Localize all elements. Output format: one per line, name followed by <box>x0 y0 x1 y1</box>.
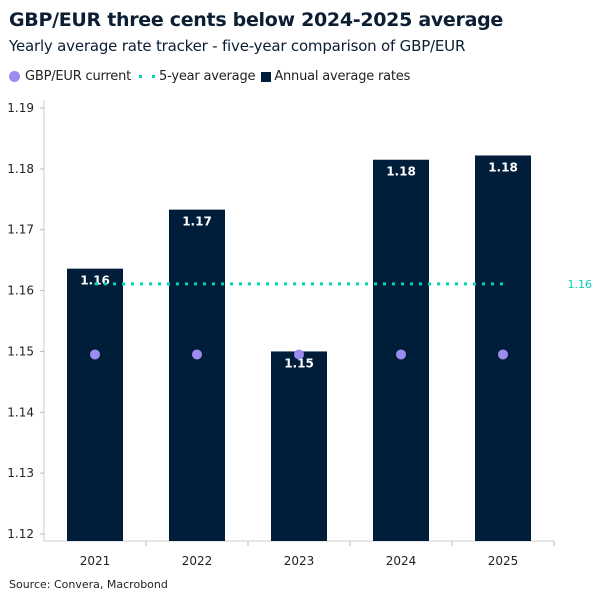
legend-label: GBP/EUR current <box>25 69 132 84</box>
current-point-2022 <box>192 349 202 360</box>
legend-item-average: 5-year average <box>135 69 256 84</box>
bar-2022 <box>169 209 225 542</box>
average-label: 1.16 <box>568 278 593 291</box>
bar-value-label: 1.18 <box>386 165 416 179</box>
x-tick-label: 2025 <box>488 554 519 568</box>
y-tick-label: 1.19 <box>7 101 34 115</box>
bar-2025 <box>475 155 531 541</box>
x-tick-label: 2023 <box>284 554 315 568</box>
current-point-2024 <box>396 349 406 360</box>
legend-item-current: GBP/EUR current <box>9 69 131 84</box>
legend-label: 5-year average <box>159 69 256 84</box>
source-note: Source: Convera, Macrobond <box>9 578 168 591</box>
legend: GBP/EUR current 5-year average Annual av… <box>9 69 410 84</box>
bar-2023 <box>271 351 327 541</box>
current-point-2021 <box>90 349 100 360</box>
y-tick-label: 1.15 <box>7 344 34 358</box>
x-tick-label: 2024 <box>386 554 417 568</box>
y-tick-label: 1.13 <box>7 466 34 480</box>
legend-square-icon <box>261 71 272 82</box>
bar-value-label: 1.17 <box>182 215 212 229</box>
y-tick-label: 1.16 <box>7 284 34 298</box>
chart-title: GBP/EUR three cents below 2024-2025 aver… <box>9 9 503 31</box>
y-tick-label: 1.12 <box>7 527 34 541</box>
current-point-2023 <box>294 349 304 360</box>
current-point-2025 <box>498 349 508 360</box>
y-tick-label: 1.14 <box>7 405 34 419</box>
x-tick-label: 2021 <box>80 554 111 568</box>
y-tick-label: 1.18 <box>7 162 34 176</box>
legend-dot-icon <box>9 71 20 82</box>
bar-value-label: 1.18 <box>488 160 518 174</box>
bar-2021 <box>67 268 123 541</box>
chart-subtitle: Yearly average rate tracker - five-year … <box>9 37 466 55</box>
legend-dotted-line-icon <box>139 75 156 78</box>
y-tick-label: 1.17 <box>7 223 34 237</box>
bar-value-label: 1.16 <box>80 274 110 288</box>
bar-value-label: 1.15 <box>284 356 314 370</box>
x-tick-label: 2022 <box>182 554 213 568</box>
legend-label: Annual average rates <box>274 69 411 84</box>
legend-item-annual: Annual average rates <box>259 69 410 84</box>
